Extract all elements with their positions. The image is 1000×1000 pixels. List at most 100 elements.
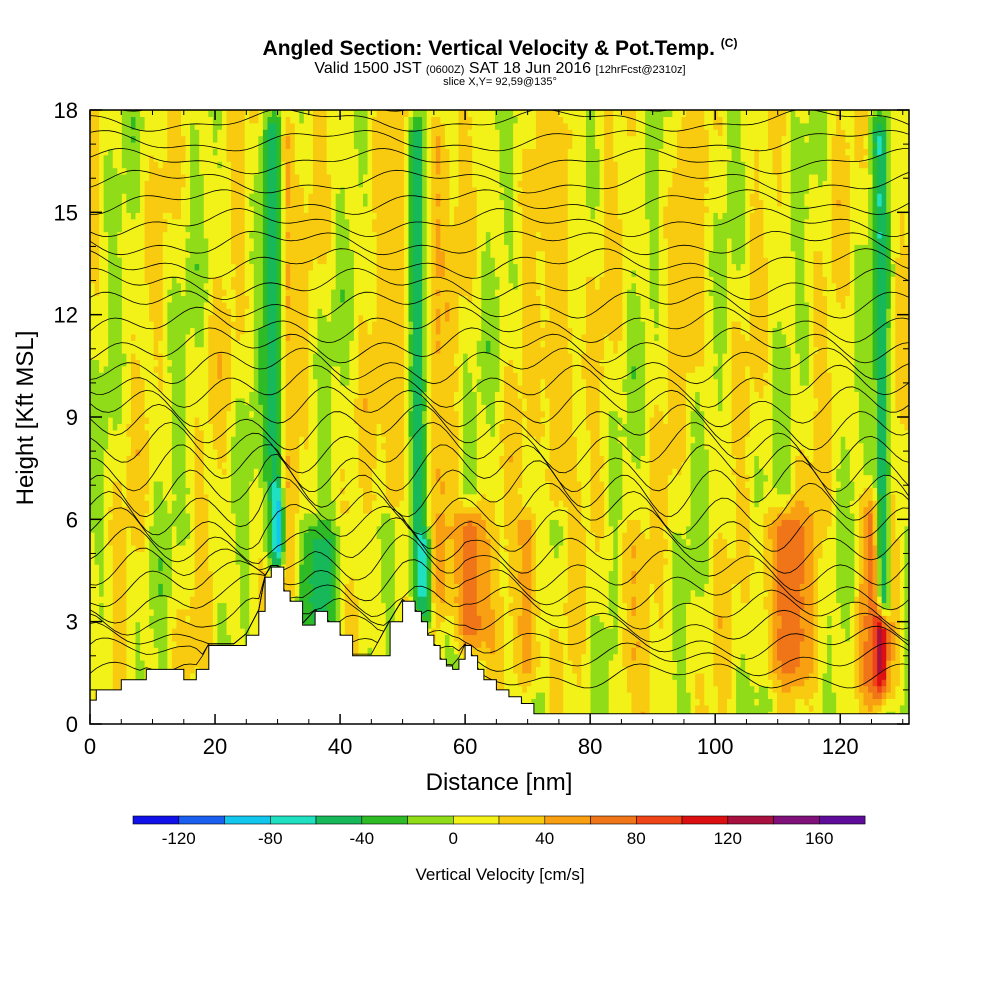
velocity-cell xyxy=(140,436,146,444)
velocity-cell xyxy=(308,301,314,309)
velocity-cell xyxy=(267,365,273,373)
velocity-cell xyxy=(294,500,300,508)
velocity-cell xyxy=(317,417,323,424)
velocity-cell xyxy=(149,461,155,469)
velocity-cell xyxy=(208,116,214,124)
velocity-cell xyxy=(108,640,114,648)
velocity-cell xyxy=(217,442,223,450)
velocity-cell xyxy=(194,500,200,508)
velocity-cell xyxy=(171,608,178,616)
velocity-cell xyxy=(94,519,100,527)
velocity-cell xyxy=(135,596,141,604)
velocity-cell xyxy=(199,289,205,297)
velocity-cell xyxy=(290,110,296,117)
velocity-cell xyxy=(285,576,291,584)
velocity-cell xyxy=(130,480,137,488)
velocity-cell xyxy=(199,161,205,169)
velocity-cell xyxy=(267,512,273,520)
velocity-cell xyxy=(181,135,187,143)
velocity-cell xyxy=(249,602,255,610)
velocity-cell xyxy=(317,333,323,341)
velocity-cell xyxy=(176,429,182,437)
velocity-cell xyxy=(121,596,127,604)
velocity-cell xyxy=(176,301,182,309)
velocity-cell xyxy=(203,212,209,220)
velocity-cell xyxy=(294,276,300,284)
velocity-cell xyxy=(221,602,228,610)
velocity-cell xyxy=(171,468,178,476)
velocity-cell xyxy=(258,250,264,258)
velocity-cell xyxy=(140,148,146,156)
velocity-cell xyxy=(171,372,178,380)
velocity-cell xyxy=(317,378,323,386)
velocity-cell xyxy=(181,525,187,533)
velocity-cell xyxy=(194,129,200,137)
velocity-cell xyxy=(149,276,155,284)
velocity-cell xyxy=(231,564,237,572)
velocity-cell xyxy=(117,340,123,348)
velocity-cell xyxy=(231,372,237,380)
velocity-cell xyxy=(108,110,114,117)
velocity-cell xyxy=(121,468,127,476)
velocity-cell xyxy=(121,621,127,629)
velocity-cell xyxy=(240,570,246,578)
velocity-cell xyxy=(217,231,223,239)
velocity-cell xyxy=(231,154,237,162)
velocity-cell xyxy=(171,423,178,431)
velocity-cell xyxy=(162,615,168,623)
velocity-cell xyxy=(149,596,155,604)
velocity-cell xyxy=(140,468,146,476)
velocity-cell xyxy=(258,570,264,578)
velocity-cell xyxy=(235,333,241,341)
velocity-cell xyxy=(217,116,223,124)
velocity-cell xyxy=(258,205,264,213)
velocity-cell xyxy=(153,257,159,265)
velocity-cell xyxy=(244,570,250,578)
velocity-cell xyxy=(244,576,250,584)
velocity-cell xyxy=(203,199,209,207)
velocity-cell xyxy=(272,308,278,316)
velocity-cell xyxy=(103,423,109,431)
velocity-cell xyxy=(167,295,173,303)
velocity-cell xyxy=(108,429,114,437)
velocity-cell xyxy=(108,391,114,399)
velocity-cell xyxy=(308,308,314,316)
velocity-cell xyxy=(240,397,246,405)
velocity-cell xyxy=(162,410,168,418)
velocity-cell xyxy=(308,378,314,386)
velocity-cell xyxy=(272,295,278,303)
velocity-cell xyxy=(285,532,291,540)
velocity-cell xyxy=(226,353,232,361)
velocity-cell xyxy=(285,519,291,527)
velocity-cell xyxy=(281,359,287,367)
velocity-cell xyxy=(208,493,214,501)
velocity-cell xyxy=(117,327,123,335)
velocity-cell xyxy=(235,269,241,277)
velocity-cell xyxy=(112,225,118,233)
velocity-cell xyxy=(190,647,196,655)
velocity-cell xyxy=(190,353,196,361)
velocity-cell xyxy=(308,199,314,207)
velocity-cell xyxy=(94,679,100,687)
velocity-cell xyxy=(103,544,109,552)
velocity-cell xyxy=(294,295,300,303)
velocity-cell xyxy=(176,365,182,373)
velocity-cell xyxy=(249,423,255,431)
velocity-cell xyxy=(203,557,209,565)
velocity-cell xyxy=(144,353,150,361)
velocity-cell xyxy=(208,564,214,572)
velocity-cell xyxy=(221,282,228,290)
velocity-cell xyxy=(130,455,137,463)
velocity-cell xyxy=(240,404,246,412)
velocity-cell xyxy=(262,519,269,527)
velocity-cell xyxy=(299,404,305,412)
velocity-cell xyxy=(181,551,187,559)
velocity-cell xyxy=(181,129,187,137)
velocity-cell xyxy=(158,621,164,629)
velocity-cell xyxy=(112,538,118,546)
velocity-cell xyxy=(103,525,109,533)
velocity-cell xyxy=(99,135,105,143)
velocity-cell xyxy=(94,576,100,584)
velocity-cell xyxy=(303,321,309,329)
velocity-cell xyxy=(162,429,168,437)
